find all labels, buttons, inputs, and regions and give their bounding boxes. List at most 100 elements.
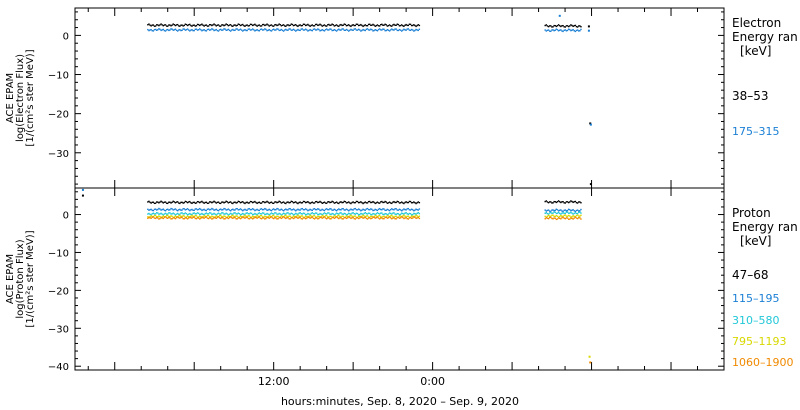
- data-point: [300, 28, 302, 30]
- data-point: [275, 212, 277, 214]
- data-point: [289, 201, 291, 204]
- data-point: [334, 24, 337, 27]
- data-point: [254, 216, 256, 218]
- data-point: [289, 24, 291, 26]
- data-point: [157, 212, 159, 214]
- data-point: [288, 24, 290, 27]
- data-point: [396, 23, 398, 25]
- data-point: [341, 218, 343, 220]
- data-point: [155, 29, 158, 31]
- data-point: [306, 213, 308, 216]
- data-point: [548, 216, 551, 219]
- data-point: [407, 207, 410, 210]
- data-point: [344, 201, 347, 203]
- data-point: [322, 209, 325, 211]
- data-point: [559, 212, 561, 215]
- data-point: [237, 23, 240, 25]
- data-point: [363, 217, 365, 219]
- data-point: [277, 24, 279, 26]
- data-point: [552, 26, 554, 28]
- data-point: [395, 213, 397, 216]
- data-point: [148, 212, 150, 215]
- data-point: [165, 25, 168, 27]
- data-point: [353, 202, 355, 204]
- data-point: [308, 209, 310, 211]
- data-point: [271, 215, 274, 217]
- data-point: [330, 215, 332, 218]
- data-point: [149, 217, 151, 219]
- data-point: [550, 216, 552, 218]
- data-point: [222, 212, 224, 214]
- data-point: [249, 212, 252, 214]
- data-point: [194, 28, 197, 30]
- data-point: [357, 201, 360, 204]
- data-point: [290, 23, 293, 25]
- data-point: [173, 24, 176, 26]
- data-point: [335, 201, 338, 203]
- data-point: [545, 212, 548, 214]
- data-point: [354, 207, 357, 210]
- data-point: [579, 30, 581, 32]
- data-point: [561, 215, 563, 217]
- data-point: [169, 212, 171, 214]
- data-point: [153, 25, 156, 27]
- data-point: [194, 25, 197, 27]
- data-point: [261, 217, 264, 219]
- data-point: [579, 25, 581, 27]
- data-point: [234, 215, 236, 218]
- data-point: [285, 25, 287, 28]
- data-point: [334, 215, 337, 217]
- data-point: [215, 25, 217, 27]
- data-point: [184, 23, 187, 25]
- data-point: [297, 202, 299, 205]
- data-point: [279, 29, 281, 31]
- data-point: [167, 217, 169, 219]
- data-point: [264, 215, 266, 217]
- data-point: [206, 217, 209, 219]
- data-point: [286, 201, 288, 204]
- data-point: [413, 212, 415, 215]
- data-point: [352, 29, 354, 31]
- data-point: [362, 214, 364, 217]
- data-point: [569, 28, 571, 31]
- data-point: [240, 209, 243, 211]
- data-point: [190, 215, 192, 217]
- data-point: [263, 216, 265, 218]
- data-point: [314, 217, 317, 219]
- data-point: [179, 25, 181, 27]
- data-point: [184, 212, 187, 214]
- data-point: [214, 217, 216, 219]
- data-point: [562, 216, 564, 218]
- data-point: [223, 215, 225, 217]
- data-point: [167, 202, 169, 205]
- data-point: [354, 201, 357, 204]
- data-point: [154, 25, 157, 27]
- data-point: [274, 215, 276, 218]
- data-point: [217, 212, 220, 214]
- data-point: [280, 202, 283, 204]
- data-point: [228, 29, 231, 32]
- data-point: [338, 213, 340, 215]
- data-point: [279, 213, 281, 215]
- data-point: [183, 218, 185, 220]
- data-point: [227, 214, 230, 216]
- data-point: [219, 25, 222, 27]
- data-point: [164, 30, 167, 32]
- data-point: [173, 29, 176, 31]
- data-point: [286, 24, 288, 26]
- data-point: [229, 216, 232, 218]
- data-point: [264, 28, 266, 30]
- data-point: [323, 30, 326, 32]
- data-point: [552, 212, 554, 214]
- data-point: [343, 29, 346, 31]
- data-point: [180, 216, 182, 219]
- data-point: [579, 215, 581, 217]
- data-point: [380, 208, 382, 211]
- data-point: [180, 24, 182, 26]
- data-point: [211, 215, 213, 217]
- data-point: [576, 202, 579, 204]
- data-point: [252, 218, 254, 220]
- data-point: [252, 28, 254, 30]
- data-point: [278, 209, 280, 211]
- data-point: [339, 208, 341, 211]
